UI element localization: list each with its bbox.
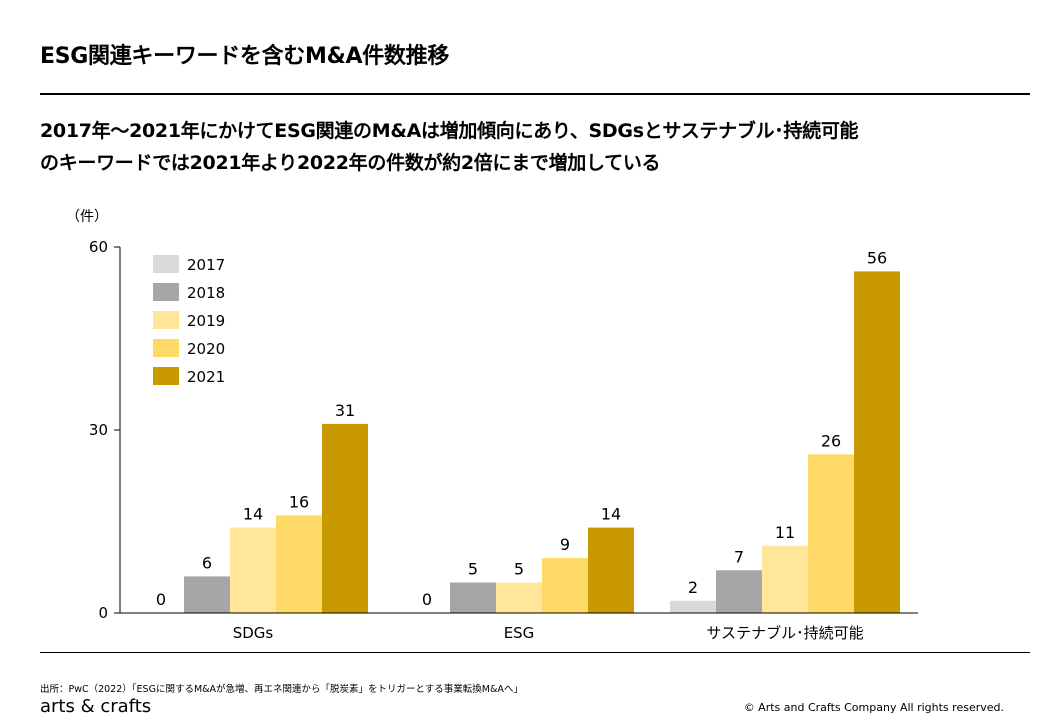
bar-2018-2	[716, 570, 762, 613]
bar-2020-1	[542, 558, 588, 613]
value-label-2020-1: 9	[560, 535, 570, 554]
bar-2020-2	[808, 454, 854, 613]
source-note: 出所：PwC（2022）「ESGに関するM&Aが急増、再エネ関連から「脱炭素」を…	[40, 684, 523, 695]
bar-2019-0	[230, 527, 276, 613]
bar-2017-2	[670, 600, 716, 613]
y-tick-label-0: 0	[98, 604, 108, 622]
brand-logo: arts & crafts	[40, 696, 152, 717]
bar-2021-0	[322, 423, 368, 613]
y-tick-label-30: 30	[89, 421, 108, 439]
value-label-2018-1: 5	[468, 560, 478, 579]
legend-swatch-2019	[153, 311, 179, 329]
bar-chart: 0 30 60 0 6 14 16 31 SDGs 0 5 5 9 14 ESG 2 7 11 26 56 サステナブル…	[89, 238, 918, 642]
legend-label-2021: 2021	[187, 368, 225, 386]
footer-divider	[40, 652, 1030, 653]
copyright-text: © Arts and Crafts Company All rights res…	[743, 701, 1004, 714]
value-label-2017-1: 0	[422, 590, 432, 609]
value-label-2017-2: 2	[688, 578, 698, 597]
value-label-2019-0: 14	[243, 505, 263, 524]
legend-swatch-2020	[153, 339, 179, 357]
bar-2019-1	[496, 582, 542, 613]
bar-2020-0	[276, 515, 322, 613]
lead-text: 2017年～2021年にかけてESG関連のM&Aは増加傾向にあり、SDGsとサス…	[40, 115, 1025, 179]
value-label-2019-1: 5	[514, 560, 524, 579]
y-unit-label: （件）	[66, 209, 108, 225]
lead-line-2: のキーワードでは2021年より2022年の件数が約2倍にまで増加している	[40, 152, 661, 174]
legend-label-2019: 2019	[187, 312, 225, 330]
y-tick-label-60: 60	[89, 238, 108, 256]
bar-2019-2	[762, 545, 808, 613]
legend-label-2017: 2017	[187, 256, 225, 274]
bar-2021-1	[588, 527, 634, 613]
legend-swatch-2018	[153, 283, 179, 301]
value-label-2021-0: 31	[335, 401, 355, 420]
x-tick-label-0: SDGs	[233, 624, 274, 642]
x-tick-label-2: サステナブル･持続可能	[706, 624, 863, 642]
value-label-2018-0: 6	[202, 553, 212, 572]
bar-2018-0	[184, 576, 230, 613]
lead-line-1: 2017年～2021年にかけてESG関連のM&Aは増加傾向にあり、SDGsとサス…	[40, 120, 859, 142]
page-title: ESG関連キーワードを含むM&A件数推移	[40, 44, 450, 69]
legend-swatch-2017	[153, 255, 179, 273]
title-divider	[40, 93, 1030, 95]
bar-2021-2	[854, 271, 900, 613]
legend-swatch-2021	[153, 367, 179, 385]
value-label-2017-0: 0	[156, 590, 166, 609]
value-label-2021-2: 56	[867, 248, 887, 267]
value-label-2021-1: 14	[601, 505, 621, 524]
value-label-2020-2: 26	[821, 431, 841, 450]
value-label-2018-2: 7	[734, 547, 744, 566]
bar-2018-1	[450, 582, 496, 613]
legend-label-2020: 2020	[187, 340, 225, 358]
x-tick-label-1: ESG	[504, 624, 535, 642]
value-label-2019-2: 11	[775, 523, 795, 542]
legend-label-2018: 2018	[187, 284, 225, 302]
value-label-2020-0: 16	[289, 492, 309, 511]
